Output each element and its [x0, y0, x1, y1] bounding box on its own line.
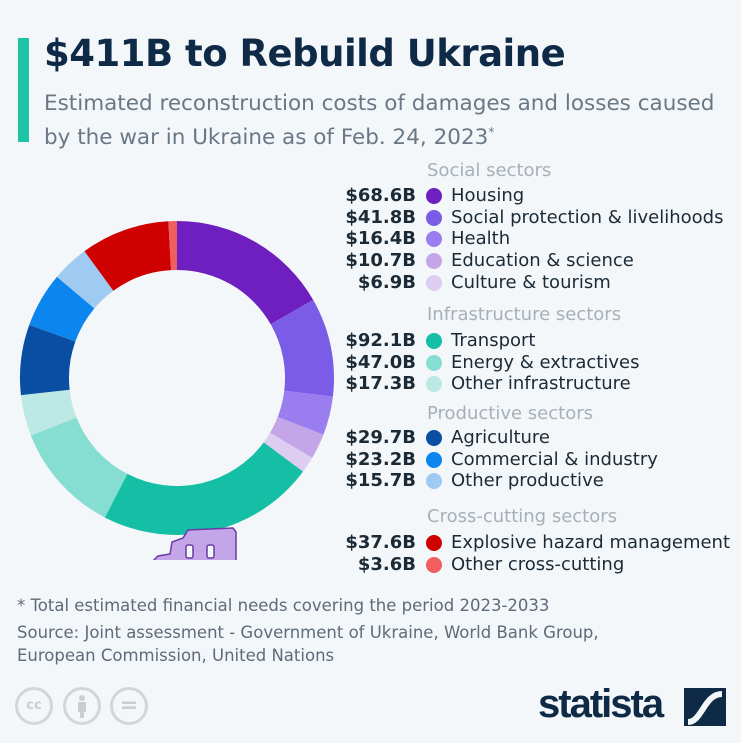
legend-label: Other cross-cutting [451, 553, 625, 575]
legend-color-dot [426, 473, 442, 490]
legend-label: Social protection & livelihoods [451, 206, 724, 228]
legend-group-header: Social sectors [427, 160, 552, 181]
legend-color-dot [426, 231, 442, 248]
legend-value: $17.3B [345, 373, 416, 395]
donut-slice-culture-tourism [263, 432, 313, 472]
legend-label: Other infrastructure [451, 373, 631, 395]
legend-value: $92.1B [345, 330, 416, 351]
legend-label: Commercial & industry [451, 448, 658, 470]
legend-color-dot [426, 535, 442, 551]
legend-label: Housing [451, 185, 525, 206]
legend-color-dot [426, 376, 442, 393]
donut-slice-social-protection-livelihoods [270, 299, 334, 397]
legend-label: Agriculture [451, 427, 550, 448]
cc-icon[interactable]: cc [15, 687, 53, 725]
legend-label: Culture & tourism [451, 271, 611, 293]
legend-item: $23.2B Commercial & industry [300, 449, 740, 471]
legend-value: $15.7B [345, 470, 416, 492]
legend-color-dot [426, 188, 442, 204]
legend-item: $6.9B Culture & tourism [300, 272, 740, 294]
subtitle: Estimated reconstruction costs of damage… [44, 90, 734, 152]
legend-item: $68.6B Housing [300, 185, 740, 207]
legend-label: Energy & extractives [451, 351, 640, 373]
legend-item: $37.6B Explosive hazard management [300, 532, 740, 554]
legend-item: $16.4B Health [300, 228, 740, 250]
legend-item: $10.7B Education & science [300, 250, 740, 272]
donut-slice-other-productive [56, 251, 114, 309]
legend-item: $15.7B Other productive [300, 470, 740, 492]
legend-label: Transport [451, 330, 536, 351]
legend-item: $3.6B Other cross-cutting [300, 554, 740, 576]
legend-value: $68.6B [345, 185, 416, 206]
subtitle-text: Estimated reconstruction costs of damage… [44, 91, 715, 151]
source-line-2: European Commission, United Nations [17, 646, 335, 665]
ruined-building-icon [152, 527, 237, 560]
legend-value: $16.4B [345, 228, 416, 250]
legend-value: $3.6B [357, 553, 416, 575]
donut-slice-health [277, 390, 333, 435]
legend-label: Education & science [451, 250, 634, 272]
legend-group-header: Infrastructure sectors [427, 304, 622, 325]
legend-item: $47.0B Energy & extractives [300, 352, 740, 374]
legend-value: $23.2B [345, 448, 416, 470]
accent-bar [18, 38, 29, 142]
donut-slice-energy-extractives [30, 417, 128, 518]
legend-item: $29.7B Agriculture [300, 427, 740, 449]
donut-chart [20, 221, 334, 560]
legend-label: Other productive [451, 470, 604, 492]
legend-color-dot [426, 333, 442, 349]
legend-item: $41.8B Social protection & livelihoods [300, 207, 740, 229]
legend-value: $47.0B [345, 351, 416, 373]
attribution-icon[interactable] [63, 687, 101, 725]
legend-value: $41.8B [345, 206, 416, 228]
donut-slice-commercial-industry [29, 276, 95, 342]
legend-label: Explosive hazard management [451, 532, 731, 553]
legend-group-header: Productive sectors [427, 403, 593, 424]
legend-item: $92.1B Transport [300, 330, 740, 352]
legend-group-header: Cross-cutting sectors [427, 506, 618, 527]
page-title: $411B to Rebuild Ukraine [44, 32, 566, 75]
source-line-1: Source: Joint assessment - Government of… [17, 623, 599, 642]
donut-slice-agriculture [20, 324, 76, 396]
legend-color-dot [426, 209, 442, 226]
statista-logo-icon [684, 688, 726, 726]
donut-slice-housing [177, 221, 314, 325]
legend-value: $6.9B [357, 271, 416, 293]
statista-logo[interactable]: statista [538, 682, 664, 726]
legend-value: $29.7B [345, 427, 416, 448]
legend-color-dot [426, 253, 442, 270]
legend-item: $17.3B Other infrastructure [300, 373, 740, 395]
donut-slice-explosive-hazard-management [84, 221, 172, 291]
donut-slice-other-cross-cutting [168, 221, 177, 271]
footnote: * Total estimated financial needs coveri… [17, 596, 550, 615]
legend-color-dot [426, 430, 442, 446]
subtitle-footnote-mark: * [488, 125, 495, 139]
legend-value: $10.7B [345, 250, 416, 272]
legend-color-dot [426, 451, 442, 468]
donut-slice-education-science [270, 417, 324, 458]
legend-color-dot [426, 354, 442, 371]
legend-value: $37.6B [345, 532, 416, 553]
donut-slice-transport [104, 442, 304, 535]
legend-label: Health [451, 228, 511, 250]
donut-slice-other-infrastructure [20, 389, 77, 436]
legend-color-dot [426, 274, 442, 291]
no-derivatives-icon[interactable]: = [110, 687, 148, 725]
legend-color-dot [426, 556, 442, 573]
